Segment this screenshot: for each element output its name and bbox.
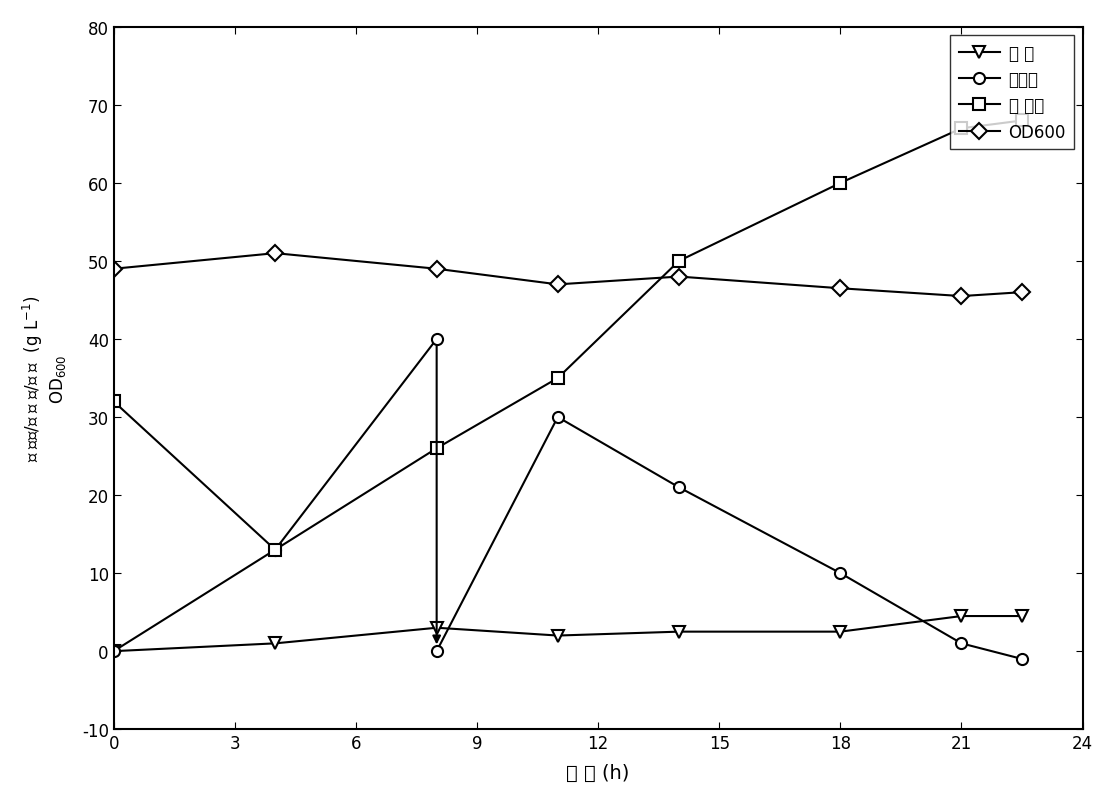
Line: 丁二酸: 丁二酸 — [431, 412, 1027, 665]
Line: OD600: OD600 — [108, 248, 1027, 302]
丁二酸 — [430, 646, 443, 656]
Legend: 乙 酸, 丁二酸, 葡 萄糖, OD600: 乙 酸, 丁二酸, 葡 萄糖, OD600 — [950, 36, 1074, 149]
OD600 — [672, 272, 685, 282]
丁二酸 — [955, 638, 968, 648]
Y-axis label: 葡 萄糖/丁 二 酸/乙 酸  (g L$^{-1}$)
OD$_{600}$: 葡 萄糖/丁 二 酸/乙 酸 (g L$^{-1}$) OD$_{600}$ — [21, 296, 68, 462]
葡 萄糖 — [551, 373, 565, 383]
OD600 — [1015, 288, 1028, 298]
OD600 — [955, 291, 968, 301]
葡 萄糖 — [833, 179, 847, 189]
丁二酸 — [551, 413, 565, 422]
葡 萄糖 — [430, 444, 443, 454]
乙 酸 — [551, 631, 565, 641]
Line: 葡 萄糖: 葡 萄糖 — [108, 116, 1027, 556]
丁二酸 — [1015, 654, 1028, 664]
OD600 — [833, 284, 847, 294]
OD600 — [551, 280, 565, 290]
OD600 — [268, 249, 282, 259]
葡 萄糖 — [268, 545, 282, 555]
乙 酸 — [268, 638, 282, 648]
乙 酸 — [1015, 611, 1028, 621]
葡 萄糖 — [672, 257, 685, 267]
X-axis label: 时 间 (h): 时 间 (h) — [566, 763, 629, 782]
葡 萄糖 — [107, 397, 120, 407]
丁二酸 — [833, 569, 847, 578]
Line: 乙 酸: 乙 酸 — [108, 611, 1027, 657]
OD600 — [107, 265, 120, 275]
乙 酸 — [107, 646, 120, 656]
葡 萄糖 — [955, 124, 968, 134]
乙 酸 — [833, 627, 847, 637]
乙 酸 — [955, 611, 968, 621]
葡 萄糖 — [1015, 116, 1028, 126]
乙 酸 — [430, 623, 443, 633]
乙 酸 — [672, 627, 685, 637]
OD600 — [430, 265, 443, 275]
丁二酸 — [672, 483, 685, 492]
